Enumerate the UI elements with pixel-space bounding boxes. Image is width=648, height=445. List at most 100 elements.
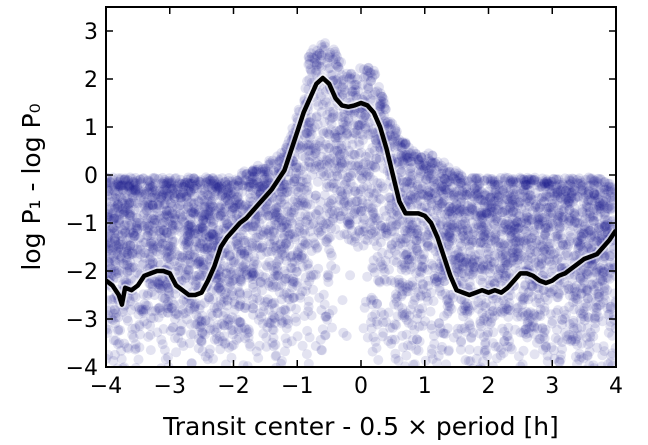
- scatter-point: [587, 272, 597, 282]
- scatter-point: [241, 176, 251, 186]
- scatter-point: [360, 303, 370, 313]
- scatter-point: [147, 287, 157, 297]
- scatter-point: [432, 201, 442, 211]
- scatter-point: [237, 324, 247, 334]
- scatter-point: [330, 47, 340, 57]
- scatter-point: [176, 213, 186, 223]
- scatter-point: [122, 313, 132, 323]
- scatter-point: [397, 291, 407, 301]
- scatter-point: [496, 307, 506, 317]
- scatter-point: [130, 205, 140, 215]
- scatter-point: [317, 345, 327, 355]
- scatter-point: [123, 267, 133, 277]
- scatter-point: [526, 233, 536, 243]
- scatter-point: [247, 267, 257, 277]
- scatter-point: [426, 320, 436, 330]
- scatter-point: [146, 252, 156, 262]
- scatter-point: [321, 140, 331, 150]
- scatter-point: [196, 322, 206, 332]
- scatter-point: [295, 243, 305, 253]
- scatter-point: [342, 201, 352, 211]
- scatter-point: [320, 312, 330, 322]
- scatter-point: [370, 213, 380, 223]
- scatter-point: [269, 236, 279, 246]
- scatter-point: [465, 345, 475, 355]
- scatter-point: [465, 240, 475, 250]
- scatter-point: [233, 192, 243, 202]
- scatter-point: [274, 255, 284, 265]
- scatter-point: [146, 345, 156, 355]
- scatter-point: [421, 356, 431, 366]
- scatter-point: [445, 240, 455, 250]
- scatter-point: [604, 328, 614, 338]
- scatter-point: [398, 342, 408, 352]
- scatter-point: [171, 347, 181, 357]
- scatter-point: [604, 309, 614, 319]
- scatter-point: [535, 212, 545, 222]
- scatter-point: [530, 349, 540, 359]
- scatter-point: [571, 352, 581, 362]
- scatter-point: [341, 140, 351, 150]
- scatter-point: [335, 230, 345, 240]
- scatter-point: [279, 305, 289, 315]
- scatter-point: [412, 308, 422, 318]
- scatter-point: [130, 323, 140, 333]
- scatter-point: [276, 197, 286, 207]
- scatter-point: [427, 344, 437, 354]
- scatter-point: [571, 290, 581, 300]
- scatter-point: [542, 236, 552, 246]
- scatter-point: [194, 343, 204, 353]
- scatter-point: [368, 127, 378, 137]
- scatter-point: [186, 319, 196, 329]
- scatter-point: [406, 175, 416, 185]
- scatter-point: [508, 189, 518, 199]
- scatter-point: [476, 321, 486, 331]
- scatter-point: [585, 338, 595, 348]
- scatter-point: [281, 314, 291, 324]
- scatter-point: [204, 179, 214, 189]
- scatter-point: [233, 243, 243, 253]
- scatter-point: [280, 346, 290, 356]
- scatter-point: [326, 199, 336, 209]
- scatter-point: [460, 199, 470, 209]
- scatter-point: [337, 112, 347, 122]
- scatter-point: [375, 99, 385, 109]
- scatter-point: [248, 304, 258, 314]
- scatter-point: [219, 293, 229, 303]
- scatter-point: [199, 260, 209, 270]
- scatter-point: [415, 336, 425, 346]
- scatter-point: [311, 270, 321, 280]
- scatter-point: [367, 263, 377, 273]
- scatter-point: [229, 257, 239, 267]
- scatter-point: [143, 182, 153, 192]
- scatter-point: [412, 236, 422, 246]
- scatter-point: [557, 212, 567, 222]
- scatter-point: [271, 271, 281, 281]
- scatter-point: [347, 87, 357, 97]
- scatter-point: [235, 301, 245, 311]
- scatter-point: [460, 217, 470, 227]
- scatter-point: [325, 232, 335, 242]
- scatter-point: [302, 128, 312, 138]
- scatter-point: [585, 347, 595, 357]
- scatter-point: [132, 176, 142, 186]
- scatter-point: [255, 295, 265, 305]
- scatter-point: [350, 237, 360, 247]
- scatter-point: [308, 285, 318, 295]
- scatter-point: [139, 210, 149, 220]
- scatter-point: [532, 338, 542, 348]
- scatter-point: [223, 317, 233, 327]
- scatter-point: [380, 275, 390, 285]
- scatter-point: [503, 323, 513, 333]
- scatter-point: [374, 82, 384, 92]
- scatter-point: [456, 345, 466, 355]
- scatter-point: [307, 311, 317, 321]
- scatter-point: [291, 304, 301, 314]
- scatter-point: [571, 193, 581, 203]
- scatter-point: [359, 323, 369, 333]
- scatter-point: [557, 257, 567, 267]
- scatter-point: [280, 243, 290, 253]
- scatter-point: [352, 196, 362, 206]
- scatter-point: [110, 186, 120, 196]
